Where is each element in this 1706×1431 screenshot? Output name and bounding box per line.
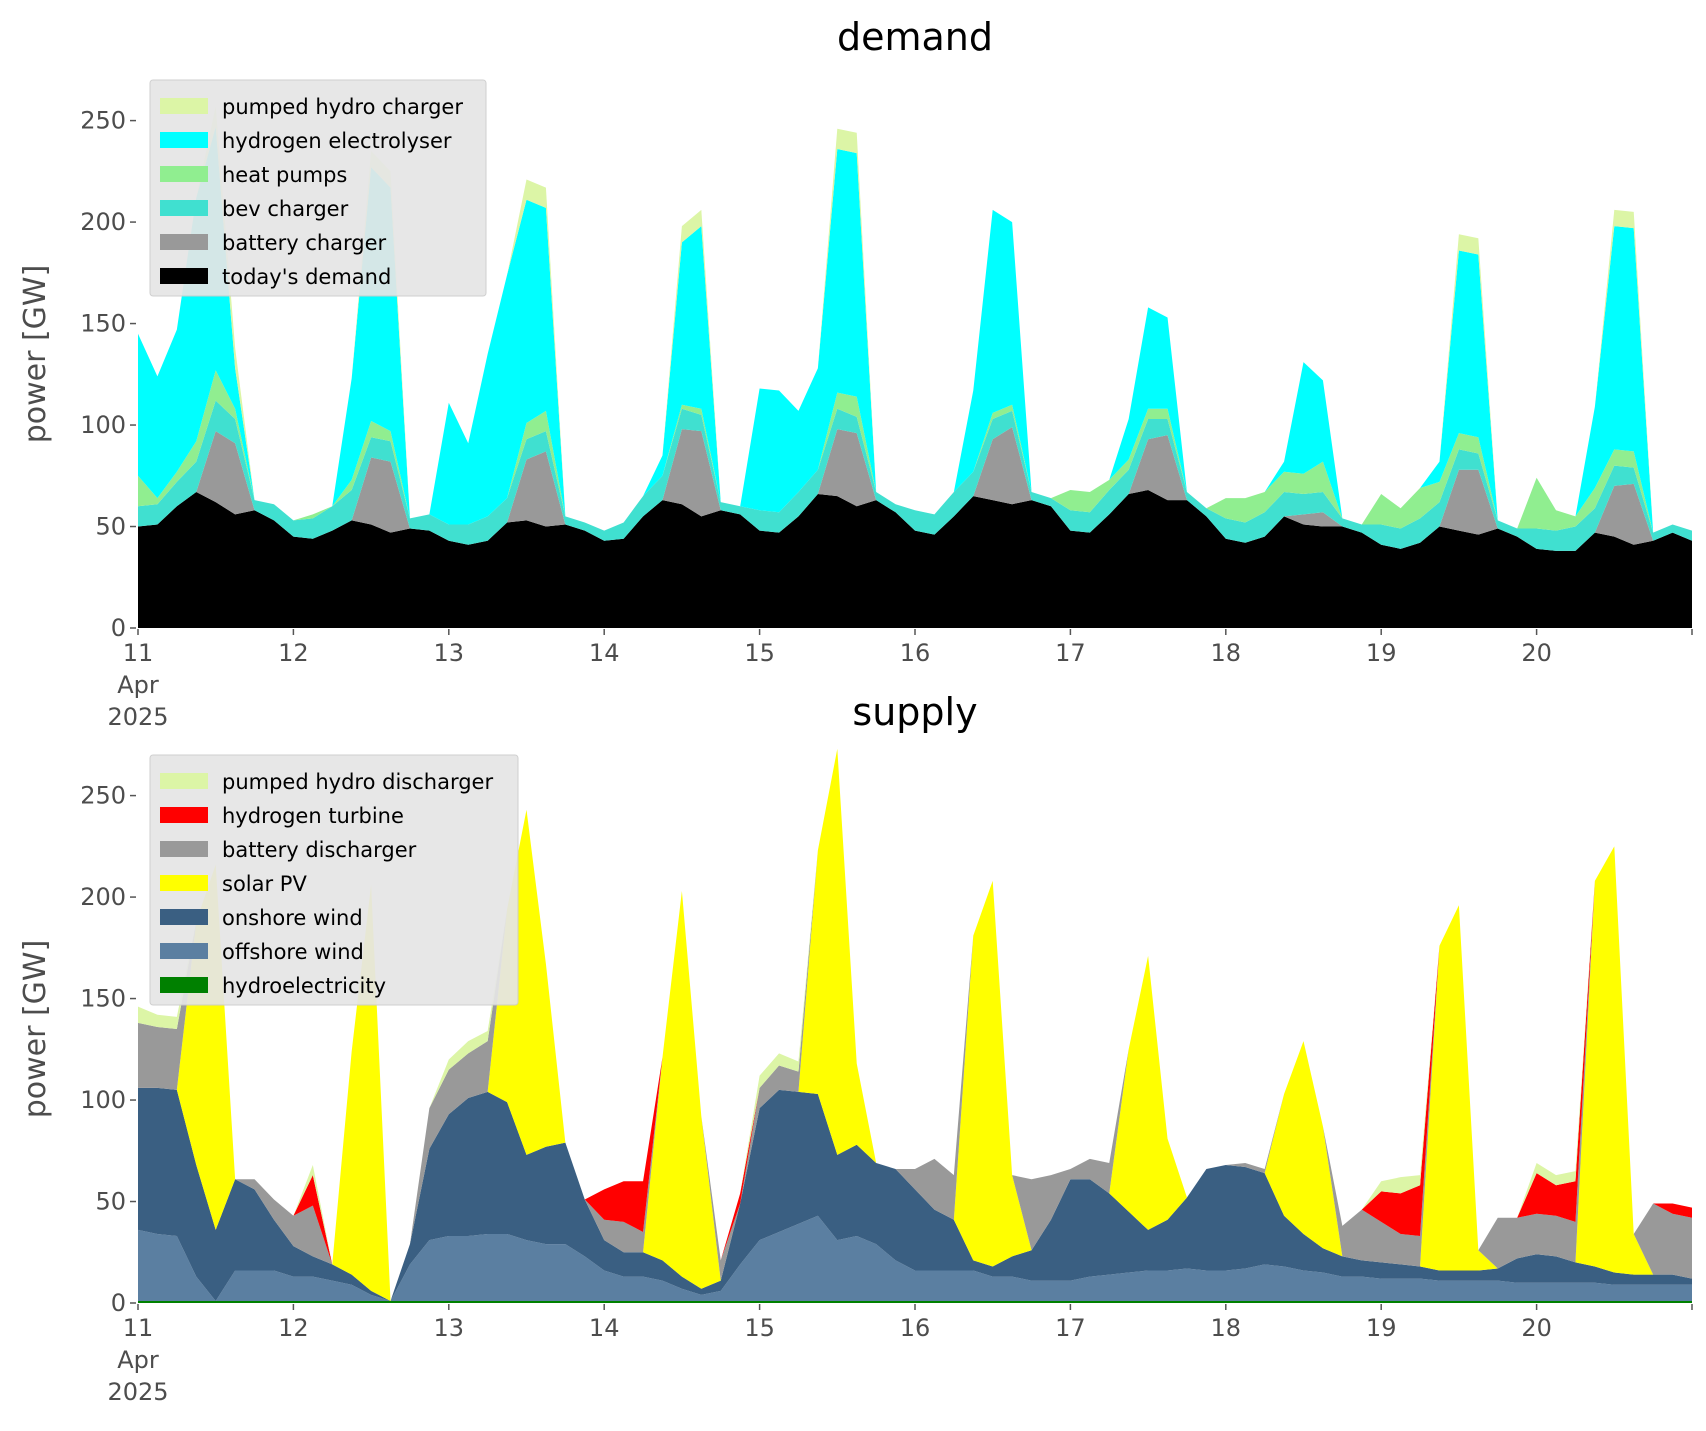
legend-label-pumped-hydro-discharger: pumped hydro discharger	[222, 770, 493, 794]
legend-label-battery-discharger: battery discharger	[222, 838, 417, 862]
x-tick-label: 17	[1055, 1314, 1086, 1342]
chart-title: demand	[837, 15, 993, 59]
legend-label-hydroelectricity: hydroelectricity	[222, 974, 386, 998]
legend-label-offshore-wind: offshore wind	[222, 940, 364, 964]
legend-label-battery-charger: battery charger	[222, 231, 387, 255]
y-tick-label: 50	[95, 513, 126, 541]
legend-box	[149, 754, 519, 1006]
x-tick-label: 15	[744, 1314, 775, 1342]
area-bev-charger	[138, 400, 1692, 551]
legend-label-hydrogen-turbine: hydrogen turbine	[222, 804, 404, 828]
x-tick-label: 20	[1521, 639, 1552, 667]
area-solar-pv	[138, 748, 1692, 1301]
y-axis-label: power [GW]	[18, 940, 53, 1119]
x-tick-label: 11	[123, 639, 154, 667]
x-tick-label: 18	[1211, 639, 1242, 667]
demand-panel: demand 0 50 100 150 200 250 11 Apr 2025 12 13 14 15 16…	[18, 15, 1693, 731]
y-tick-label: 250	[80, 782, 126, 810]
legend-swatch-battery-charger	[160, 234, 208, 250]
y-tick-label: 200	[80, 883, 126, 911]
legend-label-today-s-demand: today's demand	[222, 265, 391, 289]
legend-swatch-heat-pumps	[160, 166, 208, 182]
x-tick-label: 16	[900, 1314, 931, 1342]
legend-swatch-hydrogen-turbine	[160, 807, 208, 823]
y-tick-label: 150	[80, 310, 126, 338]
x-tick-label: 14	[589, 639, 620, 667]
legend-swatch-solar-pv	[160, 875, 208, 891]
x-tick-label: Apr	[117, 671, 159, 699]
x-tick-label: 17	[1055, 639, 1086, 667]
y-tick-label: 150	[80, 985, 126, 1013]
legend-swatch-hydroelectricity	[160, 977, 208, 993]
x-tick-label: 19	[1366, 1314, 1397, 1342]
y-axis-label: power [GW]	[18, 265, 53, 444]
legend-label-hydrogen-electrolyser: hydrogen electrolyser	[222, 129, 452, 153]
x-tick-label: 13	[434, 639, 465, 667]
legend-label-bev-charger: bev charger	[222, 197, 349, 221]
legend-swatch-offshore-wind	[160, 943, 208, 959]
legend-box	[149, 79, 487, 297]
x-tick-label: 13	[434, 1314, 465, 1342]
legend-swatch-pumped-hydro-charger	[160, 98, 208, 114]
stacked-areas	[138, 106, 1692, 628]
supply-panel: supply 0 50 100 150 200 250 11 Apr 2025 12 13 14 15 16…	[18, 690, 1693, 1406]
y-tick-label: 200	[80, 208, 126, 236]
y-tick-label: 0	[111, 1289, 126, 1317]
x-tick-label: 12	[278, 1314, 309, 1342]
legend: pumped hydro discharger hydrogen turbine b…	[149, 754, 519, 1006]
x-tick-label: 20	[1521, 1314, 1552, 1342]
area-battery-discharger	[138, 748, 1692, 1301]
y-tick-label: 250	[80, 107, 126, 135]
x-tick-label: 2025	[107, 703, 168, 731]
x-tick-label: Apr	[117, 1346, 159, 1374]
legend-label-heat-pumps: heat pumps	[222, 163, 347, 187]
x-tick-label: 15	[744, 639, 775, 667]
area-battery-charger	[138, 427, 1692, 551]
area-hydroelectricity	[138, 1300, 1692, 1303]
chart-title: supply	[852, 690, 977, 734]
y-tick-label: 100	[80, 1086, 126, 1114]
legend-swatch-bev-charger	[160, 200, 208, 216]
legend-label-solar-pv: solar PV	[222, 872, 307, 896]
y-tick-label: 50	[95, 1188, 126, 1216]
x-tick-label: 11	[123, 1314, 154, 1342]
legend-swatch-onshore-wind	[160, 909, 208, 925]
x-tick-label: 2025	[107, 1378, 168, 1406]
x-tick-label: 18	[1211, 1314, 1242, 1342]
area-onshore-wind	[138, 1087, 1692, 1301]
legend-swatch-battery-discharger	[160, 841, 208, 857]
legend-swatch-hydrogen-electrolyser	[160, 132, 208, 148]
legend-swatch-today-s-demand	[160, 268, 208, 284]
area-offshore-wind	[138, 1215, 1692, 1301]
y-tick-label: 0	[111, 614, 126, 642]
stacked-areas	[138, 748, 1692, 1303]
x-tick-label: 19	[1366, 639, 1397, 667]
x-tick-label: 16	[900, 639, 931, 667]
legend-swatch-pumped-hydro-discharger	[160, 773, 208, 789]
legend-label-onshore-wind: onshore wind	[222, 906, 363, 930]
y-tick-label: 100	[80, 411, 126, 439]
area-hydrogen-electrolyser	[138, 126, 1692, 533]
x-tick-label: 14	[589, 1314, 620, 1342]
x-tick-label: 12	[278, 639, 309, 667]
legend-label-pumped-hydro-charger: pumped hydro charger	[222, 95, 463, 119]
legend: pumped hydro charger hydrogen electrolyse…	[149, 79, 487, 297]
area-heat-pumps	[138, 370, 1692, 533]
